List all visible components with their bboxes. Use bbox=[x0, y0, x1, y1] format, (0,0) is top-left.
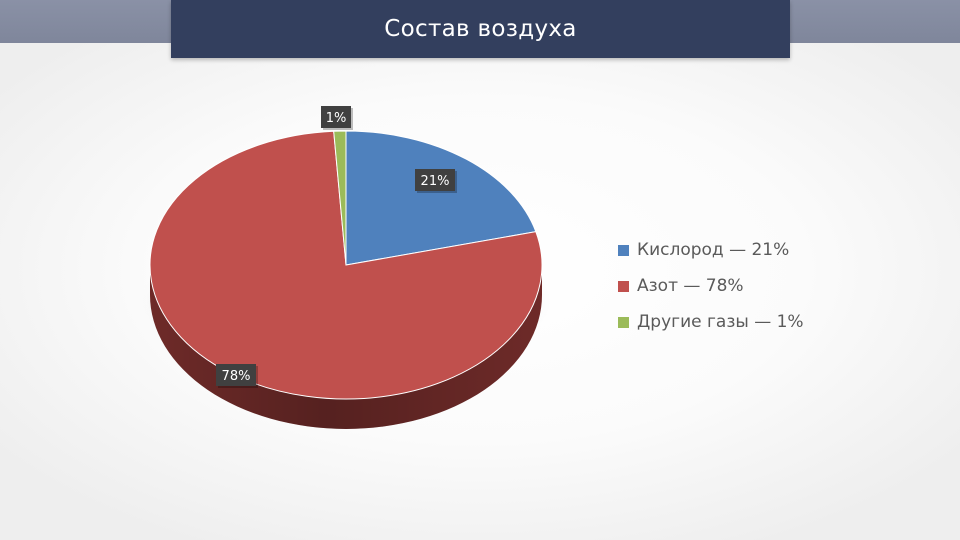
pie-slice-0 bbox=[345, 130, 537, 266]
data-label-box-0 bbox=[415, 169, 455, 191]
legend-label: Другие газы — 1% bbox=[637, 312, 804, 332]
legend-label: Кислород — 21% bbox=[637, 240, 790, 260]
data-label-1: 78% bbox=[222, 369, 251, 384]
slide-title: Состав воздуха bbox=[384, 16, 577, 42]
legend-item-oxygen: Кислород — 21% bbox=[618, 238, 804, 262]
chart-legend: Кислород — 21% Азот — 78% Другие газы — … bbox=[618, 238, 804, 346]
pie-side-shade-1 bbox=[150, 265, 542, 429]
legend-swatch bbox=[618, 244, 629, 256]
data-label-2: 1% bbox=[326, 111, 347, 126]
pie-slice-2 bbox=[333, 130, 347, 266]
legend-item-nitrogen: Азот — 78% bbox=[618, 274, 804, 298]
data-label-0: 21% bbox=[421, 174, 450, 189]
legend-swatch bbox=[618, 280, 629, 292]
legend-item-other-gases: Другие газы — 1% bbox=[618, 310, 804, 334]
legend-label: Азот — 78% bbox=[637, 276, 744, 296]
legend-swatch bbox=[618, 316, 629, 328]
title-banner: Состав воздуха bbox=[171, 0, 790, 58]
data-label-box-1 bbox=[216, 364, 256, 386]
data-label-box-2 bbox=[321, 106, 351, 128]
